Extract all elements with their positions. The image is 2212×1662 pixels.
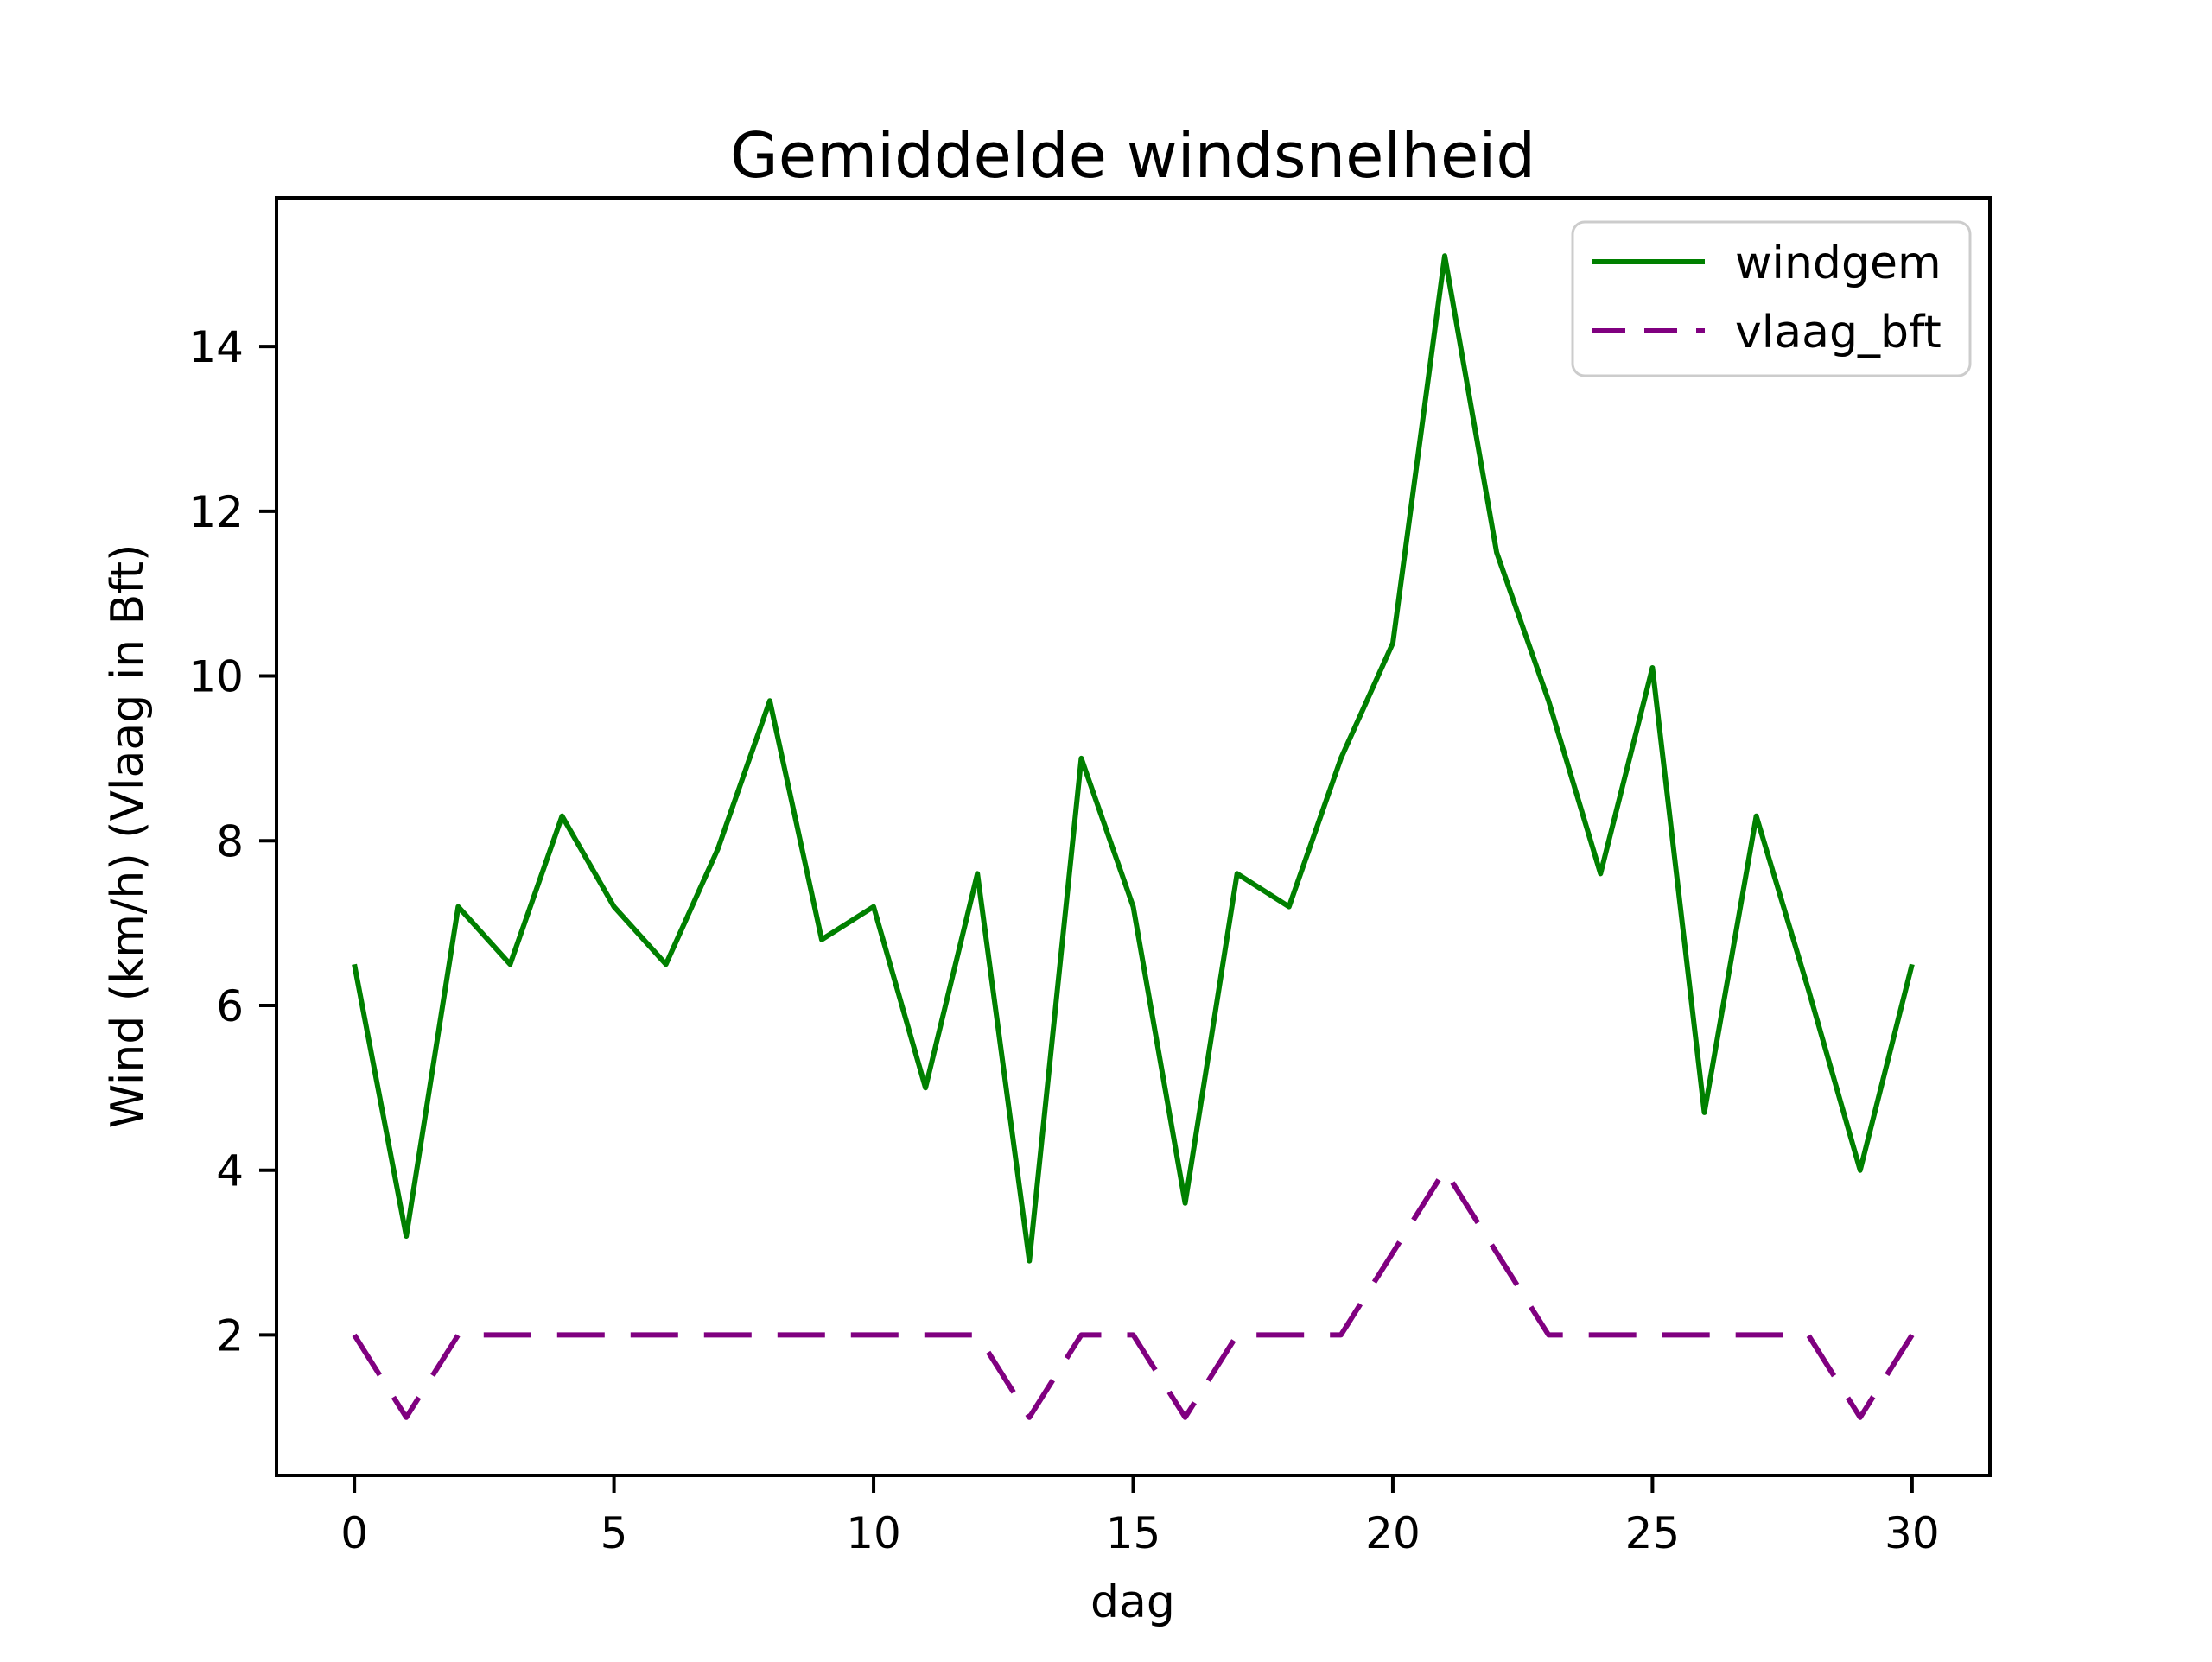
x-tick-label: 0 [340,1508,368,1558]
y-axis-label: Wind (km/h) (Vlaag in Bft) [102,544,154,1129]
y-tick-label: 2 [216,1310,244,1361]
legend: windgem vlaag_bft [1571,220,1972,377]
plot-area: 0 5 10 15 20 25 30 2 4 6 8 10 12 14 [188,196,1992,1558]
y-tick-label: 10 [188,652,244,702]
x-tick-label: 25 [1625,1508,1681,1558]
series-line-windgem [352,253,1915,1264]
y-tick-label: 6 [216,981,244,1031]
y-tick-label: 8 [216,816,244,866]
legend-entry-windgem: windgem [1592,238,1942,289]
x-axis-label: dag [1090,1576,1175,1628]
legend-entry-vlaag-bft: vlaag_bft [1592,307,1942,358]
y-tick-label: 12 [188,487,244,537]
plot-frame [275,196,1992,1477]
y-tick-label: 14 [188,322,244,372]
chart-title: Gemiddelde windsnelheid [730,119,1535,192]
legend-windgem-label: windgem [1735,238,1942,289]
x-tick-label: 5 [601,1508,628,1558]
legend-vlaag-bft-label: vlaag_bft [1735,307,1942,358]
x-tick-label: 20 [1365,1508,1421,1558]
x-tick-label: 15 [1106,1508,1161,1558]
y-tick-label: 4 [216,1146,244,1196]
series-line-vlaag_bft [352,1167,1915,1420]
x-tick-label: 30 [1885,1508,1940,1558]
x-tick-label: 10 [846,1508,901,1558]
